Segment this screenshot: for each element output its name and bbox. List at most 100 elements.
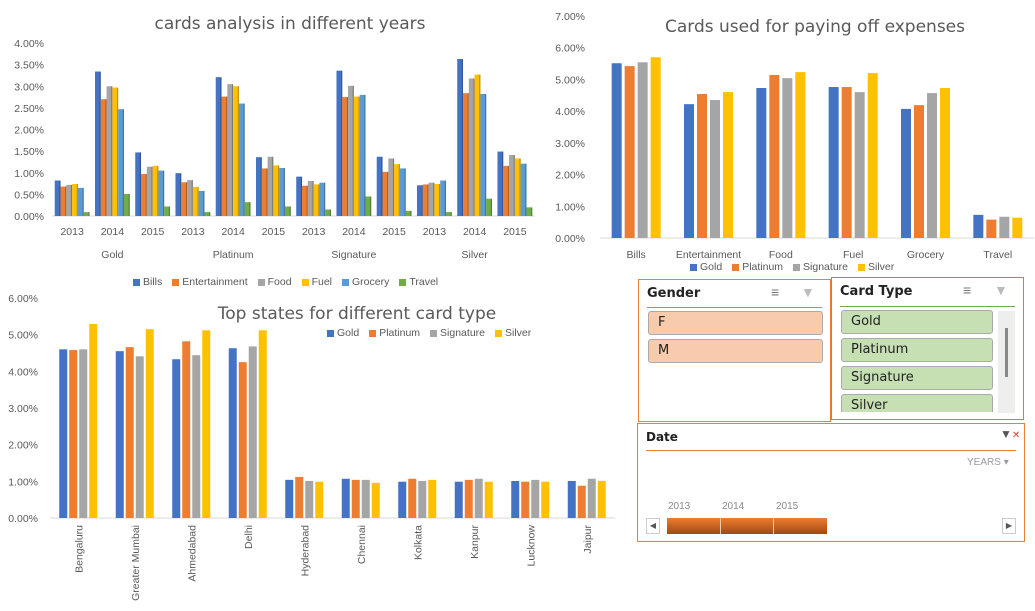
bar-silver-kanpur[interactable]	[484, 481, 493, 518]
bar-gold-bengaluru[interactable]	[59, 349, 68, 518]
bar-gold-kolkata[interactable]	[398, 481, 407, 518]
bar-bills-2015[interactable]	[135, 152, 142, 216]
card-type-item-silver[interactable]: Silver	[841, 394, 993, 412]
bar-fuel-2013[interactable]	[192, 187, 199, 216]
clear-filter-icon[interactable]: ▼✕	[1000, 427, 1021, 441]
bar-grocery-2015[interactable]	[158, 170, 165, 216]
bar-bills-2013[interactable]	[416, 185, 423, 216]
bar-silver-bengaluru[interactable]	[89, 324, 98, 518]
bar-platinum-fuel[interactable]	[841, 87, 852, 238]
bar-food-2014[interactable]	[106, 86, 113, 216]
bar-grocery-2013[interactable]	[440, 180, 446, 216]
clear-filter-icon[interactable]: ▼	[994, 282, 1008, 298]
bar-silver-kolkata[interactable]	[428, 479, 437, 518]
bar-gold-ahmedabad[interactable]	[172, 359, 181, 518]
bar-signature-delhi[interactable]	[248, 346, 257, 518]
bar-gold-chennai[interactable]	[341, 478, 350, 518]
bar-entertainment-2015[interactable]	[503, 165, 510, 216]
bar-food-2013[interactable]	[66, 184, 73, 216]
bar-signature-entertainment[interactable]	[710, 100, 720, 239]
bar-signature-chennai[interactable]	[361, 479, 370, 518]
bar-travel-2015[interactable]	[405, 210, 412, 216]
bar-signature-lucknow[interactable]	[531, 479, 540, 518]
bar-travel-2015[interactable]	[164, 206, 171, 216]
bar-gold-kanpur[interactable]	[454, 481, 463, 518]
card-type-item-platinum[interactable]: Platinum	[841, 338, 993, 362]
bar-grocery-2013[interactable]	[319, 182, 326, 216]
bar-entertainment-2013[interactable]	[181, 182, 188, 216]
bar-platinum-bengaluru[interactable]	[69, 350, 78, 518]
bar-silver-food[interactable]	[795, 72, 806, 239]
bar-food-2013[interactable]	[428, 182, 435, 216]
bar-fuel-2015[interactable]	[514, 158, 521, 216]
bar-food-2015[interactable]	[509, 155, 515, 216]
bar-bills-2015[interactable]	[497, 151, 504, 216]
bar-silver-entertainment[interactable]	[723, 92, 733, 238]
bar-food-2014[interactable]	[227, 84, 234, 217]
timeline-period-2014[interactable]	[721, 518, 775, 534]
bar-silver-travel[interactable]	[1012, 217, 1023, 238]
scroll-right-button[interactable]: ▶	[1002, 518, 1016, 534]
bar-gold-delhi[interactable]	[228, 348, 237, 518]
bar-silver-greater-mumbai[interactable]	[145, 329, 154, 518]
multi-select-icon[interactable]: ≡	[963, 282, 972, 298]
bar-fuel-2014[interactable]	[474, 74, 481, 216]
bar-silver-grocery[interactable]	[940, 87, 950, 239]
bar-entertainment-2014[interactable]	[342, 97, 349, 216]
bar-signature-bills[interactable]	[637, 62, 648, 238]
clear-filter-icon[interactable]: ▼	[801, 284, 815, 300]
bar-gold-food[interactable]	[756, 87, 767, 239]
bar-platinum-travel[interactable]	[986, 219, 997, 238]
bar-grocery-2014[interactable]	[238, 103, 245, 216]
bar-entertainment-2014[interactable]	[100, 99, 107, 216]
timeline-period-2015[interactable]	[774, 518, 827, 534]
bar-platinum-bills[interactable]	[624, 66, 635, 238]
bar-signature-ahmedabad[interactable]	[192, 355, 201, 518]
bar-food-2013[interactable]	[307, 180, 314, 216]
gender-item-m[interactable]: M	[648, 339, 823, 363]
bar-platinum-grocery[interactable]	[914, 105, 924, 238]
bar-platinum-ahmedabad[interactable]	[182, 341, 191, 518]
bar-fuel-2014[interactable]	[353, 96, 360, 216]
bar-bills-2013[interactable]	[54, 180, 61, 216]
bar-platinum-hyderabad[interactable]	[295, 476, 304, 518]
bar-travel-2013[interactable]	[445, 212, 452, 216]
bar-fuel-2013[interactable]	[72, 183, 78, 216]
bar-platinum-kolkata[interactable]	[408, 478, 417, 518]
bar-grocery-2014[interactable]	[118, 109, 124, 216]
bar-gold-jaipur[interactable]	[567, 480, 576, 518]
card-type-scrollbar[interactable]	[998, 311, 1015, 413]
bar-travel-2013[interactable]	[204, 212, 211, 216]
bar-grocery-2015[interactable]	[399, 168, 406, 216]
bar-food-2014[interactable]	[468, 78, 475, 216]
bar-fuel-2013[interactable]	[434, 183, 441, 216]
bar-travel-2015[interactable]	[284, 206, 291, 216]
bar-bills-2014[interactable]	[94, 71, 101, 216]
bar-bills-2014[interactable]	[457, 59, 464, 216]
bar-grocery-2015[interactable]	[520, 163, 527, 216]
gender-item-f[interactable]: F	[648, 311, 823, 335]
bar-signature-travel[interactable]	[999, 216, 1010, 238]
bar-entertainment-2013[interactable]	[422, 184, 429, 216]
bar-bills-2014[interactable]	[336, 70, 343, 217]
bar-grocery-2014[interactable]	[480, 94, 487, 216]
bar-travel-2013[interactable]	[83, 212, 90, 216]
bar-bills-2015[interactable]	[255, 157, 262, 216]
bar-gold-greater-mumbai[interactable]	[115, 351, 124, 518]
bar-signature-fuel[interactable]	[854, 92, 865, 238]
bar-entertainment-2013[interactable]	[60, 186, 67, 216]
bar-signature-kanpur[interactable]	[474, 478, 483, 518]
bar-platinum-lucknow[interactable]	[521, 481, 530, 518]
bar-grocery-2015[interactable]	[279, 167, 285, 216]
timeline-period-2013[interactable]	[667, 518, 721, 534]
bar-food-2014[interactable]	[348, 85, 354, 216]
bar-gold-fuel[interactable]	[828, 87, 839, 238]
bar-travel-2014[interactable]	[244, 202, 251, 216]
bar-entertainment-2015[interactable]	[261, 168, 268, 216]
bar-bills-2013[interactable]	[296, 176, 303, 216]
bar-fuel-2015[interactable]	[273, 165, 280, 216]
bar-platinum-delhi[interactable]	[238, 362, 247, 518]
bar-platinum-greater-mumbai[interactable]	[125, 347, 134, 518]
